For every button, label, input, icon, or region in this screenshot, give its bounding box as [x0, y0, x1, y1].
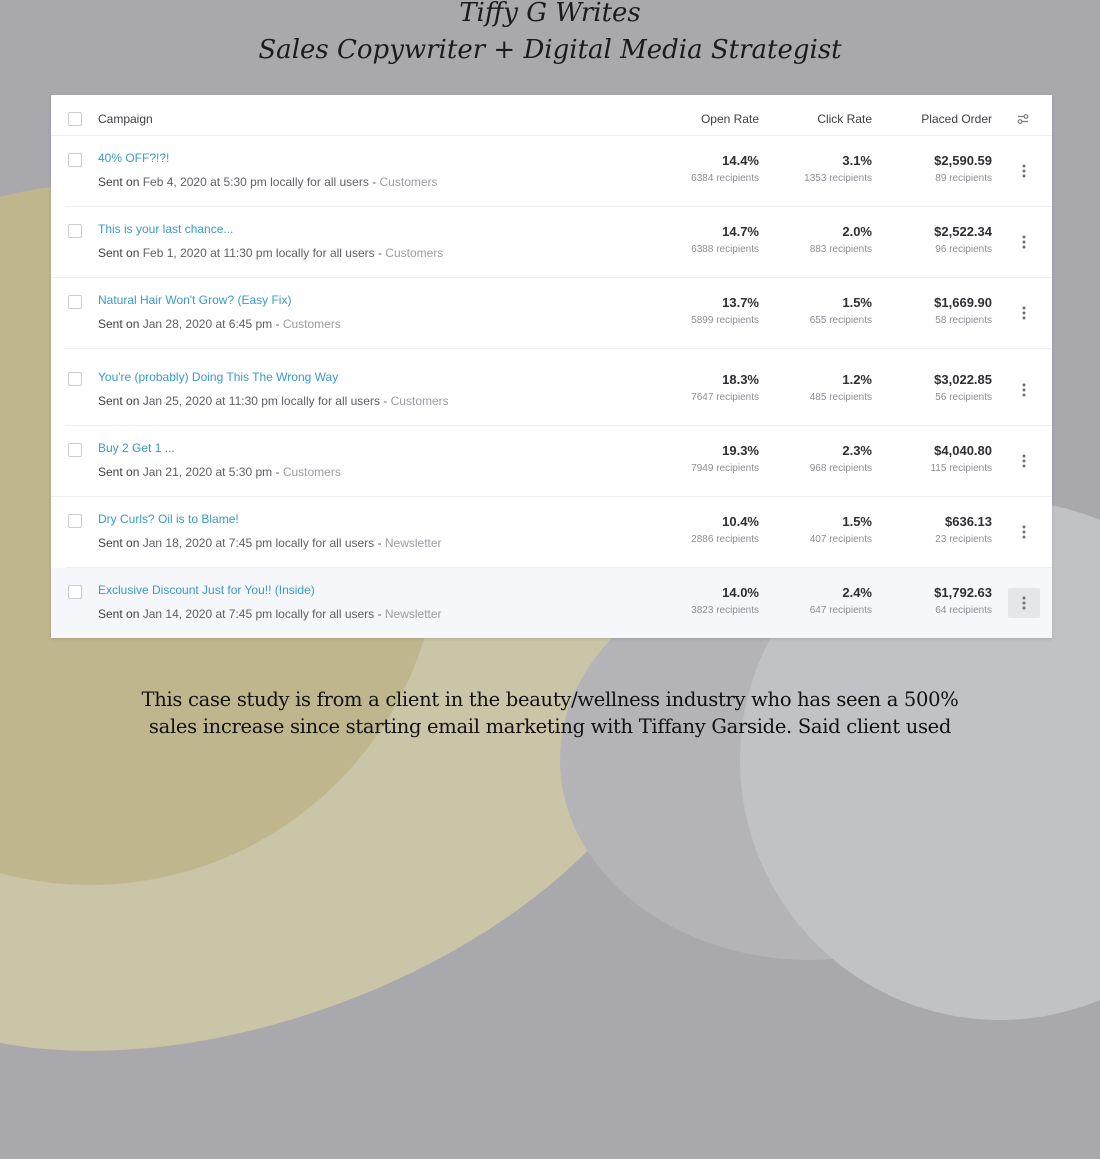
- click-rate-cell: 2.4% 647 recipients: [809, 585, 872, 616]
- click-rate-cell: 3.1% 1353 recipients: [804, 153, 872, 184]
- kebab-vertical-icon[interactable]: [1008, 375, 1040, 405]
- click-rate-cell: 1.5% 407 recipients: [809, 514, 872, 545]
- placed-order-cell: $4,040.80 115 recipients: [930, 443, 992, 474]
- click-rate-cell: 2.3% 968 recipients: [809, 443, 872, 474]
- sent-info: Sent on Jan 14, 2020 at 7:45 pm locally …: [98, 607, 442, 621]
- table-row[interactable]: You're (probably) Doing This The Wrong W…: [65, 355, 1052, 426]
- placed-order-cell: $2,590.59 89 recipients: [934, 153, 992, 184]
- open-rate-cell: 19.3% 7949 recipients: [691, 443, 759, 474]
- table-row[interactable]: 40% OFF?!?! Sent on Feb 4, 2020 at 5:30 …: [65, 136, 1052, 207]
- click-rate-cell: 1.5% 655 recipients: [809, 295, 872, 326]
- kebab-vertical-icon[interactable]: [1008, 156, 1040, 186]
- campaign-name-link[interactable]: You're (probably) Doing This The Wrong W…: [98, 370, 339, 384]
- kebab-vertical-icon[interactable]: [1008, 517, 1040, 547]
- row-checkbox[interactable]: [68, 514, 82, 528]
- campaign-name-link[interactable]: 40% OFF?!?!: [98, 151, 170, 165]
- sent-info: Sent on Jan 21, 2020 at 5:30 pm - Custom…: [98, 465, 341, 479]
- open-rate-cell: 14.4% 6384 recipients: [691, 153, 759, 184]
- row-checkbox[interactable]: [68, 443, 82, 457]
- table-row[interactable]: Natural Hair Won't Grow? (Easy Fix) Sent…: [65, 278, 1052, 349]
- column-header-campaign[interactable]: Campaign: [98, 112, 153, 126]
- sent-info: Sent on Jan 28, 2020 at 6:45 pm - Custom…: [98, 317, 341, 331]
- placed-order-cell: $1,669.90 58 recipients: [934, 295, 992, 326]
- placed-order-cell: $636.13 23 recipients: [935, 514, 992, 545]
- kebab-vertical-icon[interactable]: [1008, 588, 1040, 618]
- table-row[interactable]: Buy 2 Get 1 ... Sent on Jan 21, 2020 at …: [51, 426, 1052, 497]
- sent-info: Sent on Jan 25, 2020 at 11:30 pm locally…: [98, 394, 449, 408]
- campaign-name-link[interactable]: Buy 2 Get 1 ...: [98, 441, 175, 455]
- campaign-name-link[interactable]: Exclusive Discount Just for You!! (Insid…: [98, 583, 315, 597]
- campaign-table: Campaign Open Rate Click Rate Placed Ord…: [51, 95, 1052, 638]
- placed-order-cell: $2,522.34 96 recipients: [934, 224, 992, 255]
- click-rate-cell: 1.2% 485 recipients: [809, 372, 872, 403]
- kebab-vertical-icon[interactable]: [1008, 298, 1040, 328]
- description-line-2: sales increase since starting email mark…: [148, 715, 952, 738]
- row-checkbox[interactable]: [68, 585, 82, 599]
- description-line-1: This case study is from a client in the …: [141, 688, 959, 711]
- page-title: Tiffy G Writes: [459, 0, 641, 28]
- row-checkbox[interactable]: [68, 295, 82, 309]
- campaign-name-link[interactable]: This is your last chance...: [98, 222, 234, 236]
- row-checkbox[interactable]: [68, 224, 82, 238]
- column-header-placed-order[interactable]: Placed Order: [921, 112, 992, 126]
- column-header-open-rate[interactable]: Open Rate: [700, 112, 759, 126]
- placed-order-cell: $3,022.85 56 recipients: [934, 372, 992, 403]
- campaign-name-link[interactable]: Dry Curls? Oil is to Blame!: [98, 512, 239, 526]
- click-rate-cell: 2.0% 883 recipients: [809, 224, 872, 255]
- column-header-click-rate[interactable]: Click Rate: [817, 112, 872, 126]
- kebab-vertical-icon[interactable]: [1008, 446, 1040, 476]
- sliders-icon[interactable]: [1017, 112, 1029, 124]
- open-rate-cell: 14.7% 6388 recipients: [691, 224, 759, 255]
- sent-info: Sent on Feb 4, 2020 at 5:30 pm locally f…: [98, 175, 438, 189]
- table-row[interactable]: This is your last chance... Sent on Feb …: [51, 207, 1052, 278]
- row-checkbox[interactable]: [68, 153, 82, 167]
- select-all-checkbox[interactable]: [68, 112, 82, 126]
- placed-order-cell: $1,792.63 64 recipients: [934, 585, 992, 616]
- kebab-vertical-icon[interactable]: [1008, 227, 1040, 257]
- page-subtitle: Sales Copywriter + Digital Media Strateg…: [258, 35, 842, 65]
- case-study-description: This case study is from a client in the …: [0, 686, 1100, 740]
- open-rate-cell: 13.7% 5899 recipients: [691, 295, 759, 326]
- table-header: Campaign Open Rate Click Rate Placed Ord…: [51, 95, 1052, 136]
- table-row[interactable]: Exclusive Discount Just for You!! (Insid…: [51, 568, 1052, 638]
- sent-info: Sent on Jan 18, 2020 at 7:45 pm locally …: [98, 536, 442, 550]
- campaign-name-link[interactable]: Natural Hair Won't Grow? (Easy Fix): [98, 293, 292, 307]
- row-checkbox[interactable]: [68, 372, 82, 386]
- table-row[interactable]: Dry Curls? Oil is to Blame! Sent on Jan …: [65, 497, 1052, 568]
- open-rate-cell: 14.0% 3823 recipients: [691, 585, 759, 616]
- sent-info: Sent on Feb 1, 2020 at 11:30 pm locally …: [98, 246, 444, 260]
- open-rate-cell: 10.4% 2886 recipients: [691, 514, 759, 545]
- page-header: Tiffy G Writes Sales Copywriter + Digita…: [0, 0, 1100, 70]
- open-rate-cell: 18.3% 7647 recipients: [691, 372, 759, 403]
